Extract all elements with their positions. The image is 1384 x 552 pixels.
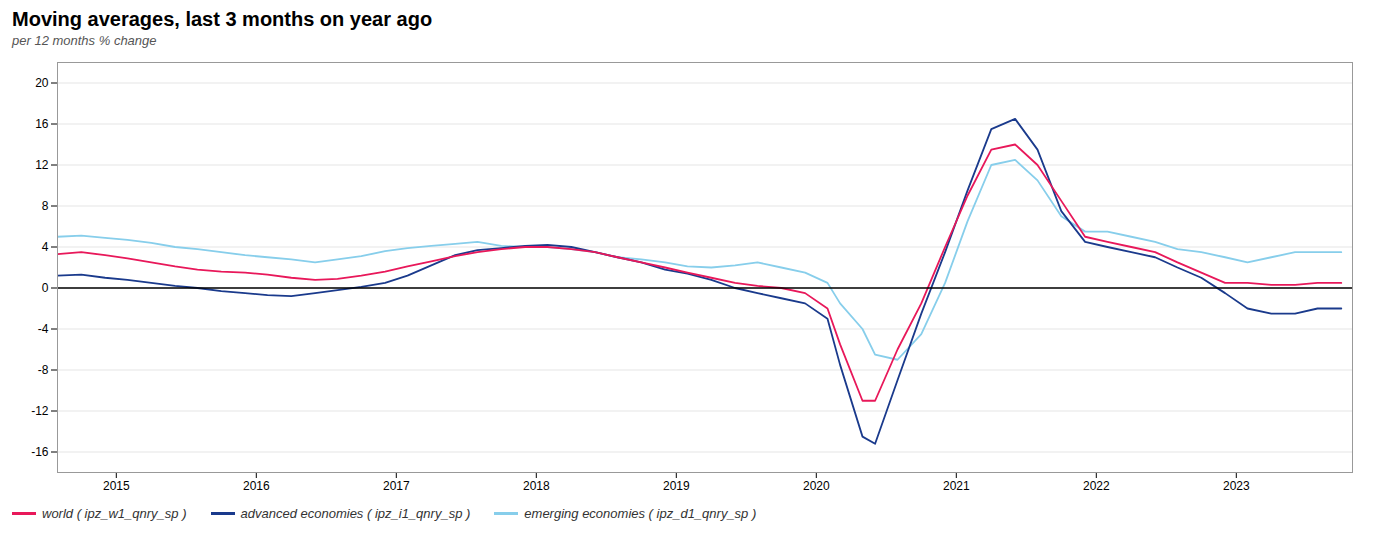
svg-text:8: 8 [42, 199, 49, 213]
html-text:world ( ipz_w1_qnry_sp ): world ( ipz_w1_qnry_sp ) [42, 506, 187, 521]
svg-text:2023: 2023 [1223, 479, 1250, 493]
html-text:emerging economies ( ipz_d1_qn: emerging economies ( ipz_d1_qnry_sp ) [524, 506, 757, 521]
svg-text:12: 12 [35, 158, 49, 172]
svg-text:0: 0 [42, 281, 49, 295]
svg-text:-4: -4 [38, 322, 49, 336]
svg-text:2021: 2021 [943, 479, 970, 493]
html-text:Moving averages, last 3 months: Moving averages, last 3 months on year a… [12, 8, 433, 30]
svg-text:4: 4 [42, 240, 49, 254]
svg-text:2019: 2019 [663, 479, 690, 493]
svg-text:-16: -16 [31, 445, 49, 459]
svg-text:-8: -8 [38, 363, 49, 377]
svg-text:2017: 2017 [383, 479, 410, 493]
html-text:advanced economies ( ipz_i1_qn: advanced economies ( ipz_i1_qnry_sp ) [240, 506, 471, 521]
svg-text:2018: 2018 [523, 479, 550, 493]
svg-text:16: 16 [35, 117, 49, 131]
svg-text:-12: -12 [31, 404, 49, 418]
svg-text:2022: 2022 [1083, 479, 1110, 493]
svg-text:2016: 2016 [243, 479, 270, 493]
html-text:per 12 months % change: per 12 months % change [12, 33, 157, 48]
svg-text:2020: 2020 [803, 479, 830, 493]
svg-text:20: 20 [35, 76, 49, 90]
svg-text:2015: 2015 [103, 479, 130, 493]
